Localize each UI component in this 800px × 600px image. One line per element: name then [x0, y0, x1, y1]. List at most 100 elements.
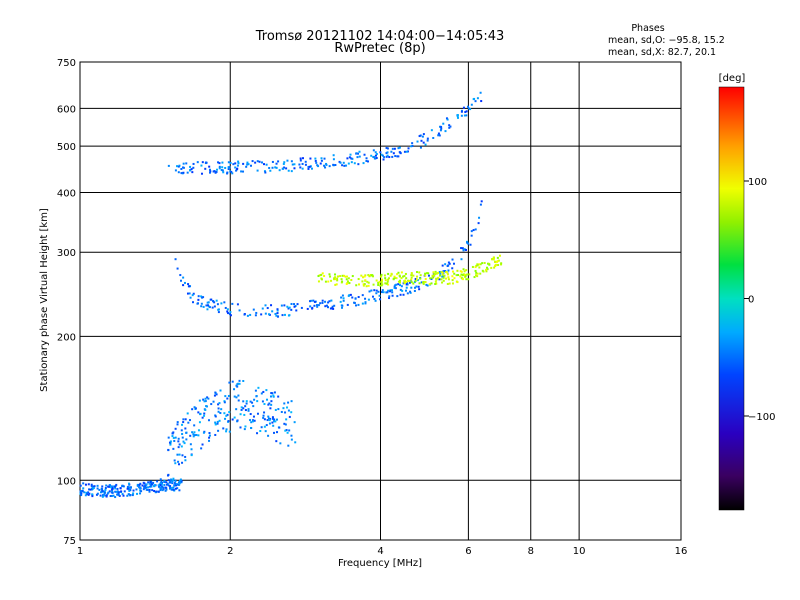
echo-point [397, 280, 400, 283]
echo-point [214, 391, 217, 394]
echo-point [237, 382, 240, 385]
echo-point [261, 400, 264, 403]
echo-point [271, 416, 274, 419]
echo-point [321, 272, 324, 275]
echo-point [88, 488, 91, 491]
echo-point [238, 382, 241, 385]
echo-point [357, 152, 360, 155]
echo-point [328, 300, 331, 303]
echo-point [357, 163, 360, 166]
echo-point [216, 420, 219, 423]
echo-point [384, 279, 387, 282]
echo-point [414, 278, 417, 281]
echo-point [177, 463, 180, 466]
echo-point [330, 299, 333, 302]
echo-point [226, 171, 229, 174]
echo-point [165, 481, 168, 484]
echo-point [499, 254, 502, 257]
echo-point [385, 152, 388, 155]
echo-point [456, 269, 459, 272]
echo-point [244, 409, 247, 412]
echo-point [399, 288, 402, 291]
echo-point [201, 416, 204, 419]
echo-point [249, 400, 252, 403]
echo-point [451, 279, 454, 282]
echo-point [85, 491, 88, 494]
echo-point [355, 284, 358, 287]
echo-point [193, 424, 196, 427]
echo-point [263, 411, 266, 414]
echo-point [440, 125, 443, 128]
echo-point [249, 313, 252, 316]
echo-point [139, 482, 142, 485]
echo-point [126, 494, 129, 497]
echo-point [251, 419, 254, 422]
echo-point [256, 412, 259, 415]
echo-point [112, 494, 115, 497]
echo-point [396, 155, 399, 158]
echo-point [345, 164, 348, 167]
echo-point [378, 294, 381, 297]
echo-point [264, 171, 267, 174]
echo-point [294, 441, 297, 444]
echo-point [310, 299, 313, 302]
echo-point [470, 230, 473, 233]
echo-point [343, 164, 346, 167]
echo-point [269, 407, 272, 410]
echo-point [418, 282, 421, 285]
echo-point [381, 289, 384, 292]
echo-point [205, 304, 208, 307]
echo-point [385, 155, 388, 158]
echo-point [290, 170, 293, 173]
echo-point [451, 275, 454, 278]
echo-point [244, 425, 247, 428]
echo-point [353, 162, 356, 165]
echo-point [177, 171, 180, 174]
echo-point [441, 275, 444, 278]
echo-point [186, 171, 189, 174]
echo-point [120, 490, 123, 493]
echo-point [485, 268, 488, 271]
echo-point [274, 408, 277, 411]
echo-point [486, 266, 489, 269]
echo-point [268, 419, 271, 422]
echo-point [410, 278, 413, 281]
echo-point [254, 389, 257, 392]
echo-point [169, 485, 172, 488]
echo-point [140, 490, 143, 493]
echo-point [372, 156, 375, 159]
echo-point [283, 313, 286, 316]
echo-point [469, 108, 472, 111]
echo-point [276, 309, 279, 312]
echo-point [172, 486, 175, 489]
echo-point [309, 165, 312, 168]
echo-point [93, 485, 96, 488]
echo-point [268, 166, 271, 169]
echo-point [299, 157, 302, 160]
echo-point [393, 285, 396, 288]
echo-point [403, 150, 406, 153]
echo-point [290, 308, 293, 311]
echo-point [372, 283, 375, 286]
echo-point [314, 159, 317, 162]
echo-point [475, 264, 478, 267]
echo-point [435, 278, 438, 281]
echo-point [269, 169, 272, 172]
echo-point [265, 389, 268, 392]
echo-point [358, 155, 361, 158]
echo-point [474, 266, 477, 269]
echo-point [447, 269, 450, 272]
echo-point [313, 304, 316, 307]
echo-point [176, 165, 179, 168]
echo-point [102, 493, 105, 496]
echo-point [203, 414, 206, 417]
echo-point [447, 261, 450, 264]
x-tick-label: 2 [227, 546, 233, 557]
echo-point [243, 313, 246, 316]
echo-point [367, 281, 370, 284]
echo-point [242, 407, 245, 410]
echo-point [473, 276, 476, 279]
echo-point [211, 306, 214, 309]
echo-point [191, 431, 194, 434]
echo-point [113, 485, 116, 488]
